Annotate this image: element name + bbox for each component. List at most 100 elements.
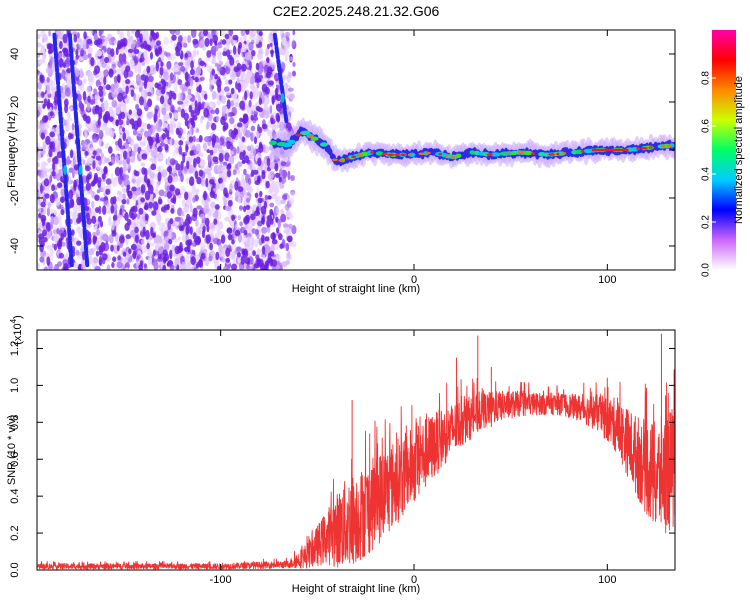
noise-blob (68, 189, 74, 200)
noise-speck (206, 50, 212, 58)
noise-speck (168, 139, 173, 146)
noise-speck (172, 238, 179, 243)
track-red (345, 157, 350, 160)
noise-blob (162, 264, 167, 270)
noise-speck (131, 109, 137, 119)
colorbar-tick-label: 0.6 (701, 119, 712, 133)
noise-speck (60, 188, 66, 197)
noise-speck (115, 119, 120, 127)
noise-blob (140, 184, 146, 194)
noise-blob (237, 45, 241, 55)
noise-speck (250, 125, 256, 132)
colorbar-tick-label: 0.2 (701, 215, 712, 229)
noise-blob (224, 33, 230, 40)
noise-blob (255, 105, 261, 112)
track-green (408, 152, 416, 157)
noise-speck (249, 159, 253, 170)
noise-blob (212, 34, 219, 44)
noise-speck (156, 216, 161, 225)
noise-blob (233, 128, 239, 136)
snr-xtick-label: 0 (411, 574, 417, 586)
noise-speck (47, 157, 52, 163)
noise-speck (149, 179, 155, 184)
noise-speck (42, 206, 47, 215)
noise-speck (159, 154, 164, 160)
noise-speck (247, 245, 253, 253)
snr-ytick-label: 0.6 (9, 452, 21, 467)
noise-speck (242, 187, 246, 196)
noise-blob (130, 206, 136, 212)
noise-speck (287, 213, 294, 220)
noise-speck (140, 128, 144, 133)
noise-speck (103, 69, 109, 78)
noise-speck (92, 160, 96, 170)
noise-blob (261, 245, 266, 255)
noise-speck (275, 263, 282, 270)
noise-speck (258, 248, 263, 257)
colorbar-tick-label: 0.0 (701, 263, 712, 277)
noise-blob (253, 169, 259, 175)
noise-blob (182, 153, 186, 164)
noise-speck (216, 265, 222, 270)
noise-speck (195, 143, 201, 152)
noise-blob (144, 213, 149, 221)
noise-speck (229, 117, 235, 125)
noise-blob (209, 190, 216, 199)
noise-speck (117, 255, 121, 261)
noise-speck (251, 104, 255, 112)
noise-blob (274, 162, 279, 172)
noise-speck (95, 207, 100, 213)
noise-speck (47, 244, 54, 252)
noise-speck (37, 103, 41, 109)
noise-speck (181, 235, 186, 242)
noise-blob (115, 46, 119, 56)
noise-speck (100, 235, 107, 241)
noise-blob (124, 222, 130, 231)
noise-speck (138, 80, 144, 90)
noise-blob (92, 235, 97, 245)
noise-speck (88, 255, 94, 264)
track-green (281, 142, 293, 148)
noise-blob (161, 133, 166, 140)
noise-speck (239, 70, 246, 78)
noise-blob (125, 85, 129, 94)
noise-blob (236, 63, 242, 71)
noise-speck (173, 123, 177, 129)
noise-speck (120, 204, 125, 211)
noise-blob (153, 113, 158, 123)
noise-speck (265, 245, 271, 254)
noise-speck (98, 205, 102, 215)
noise-speck (254, 238, 259, 248)
noise-speck (119, 153, 123, 161)
noise-speck (234, 101, 239, 108)
noise-speck (219, 137, 225, 146)
noise-blob (237, 82, 242, 93)
snr-ytick-label: 0.4 (9, 489, 21, 504)
noise-speck (149, 64, 154, 74)
noise-blob (155, 49, 160, 57)
noise-blob (264, 236, 270, 242)
noise-speck (72, 262, 79, 269)
noise-speck (230, 245, 237, 251)
noise-blob (44, 115, 49, 122)
noise-blob (221, 39, 227, 45)
noise-speck (264, 194, 269, 201)
noise-blob (249, 91, 253, 100)
noise-blob (251, 50, 256, 57)
track-red (418, 152, 426, 156)
noise-speck (112, 177, 118, 187)
noise-blob (276, 227, 280, 234)
noise-blob (206, 224, 210, 233)
snr-ytick-label: 0.0 (9, 562, 21, 577)
streak-highlight (78, 165, 83, 175)
noise-blob (168, 90, 173, 100)
noise-speck (96, 50, 103, 57)
noise-blob (253, 263, 259, 269)
noise-blob (117, 75, 121, 84)
noise-blob (180, 108, 186, 119)
noise-speck (131, 59, 135, 70)
noise-blob (226, 227, 233, 234)
noise-blob (112, 256, 117, 263)
noise-blob (279, 243, 284, 249)
noise-blob (266, 215, 273, 221)
